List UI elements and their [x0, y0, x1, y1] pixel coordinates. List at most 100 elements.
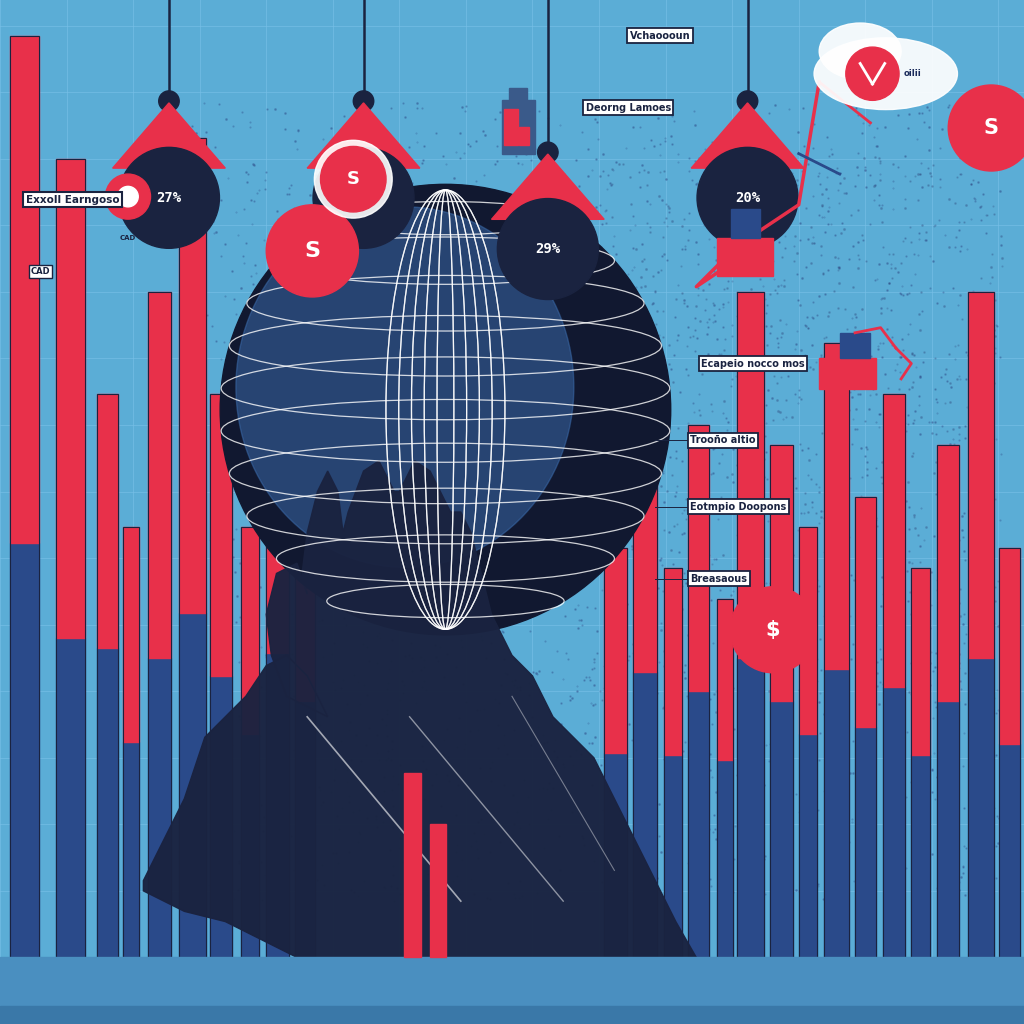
Bar: [123, 527, 139, 957]
Text: Exxoll Earngoso: Exxoll Earngoso: [26, 195, 119, 205]
Bar: [937, 445, 959, 701]
Circle shape: [697, 147, 798, 249]
Bar: [968, 658, 994, 957]
Bar: [688, 425, 709, 691]
Text: CAD: CAD: [31, 267, 50, 275]
Bar: [519, 127, 529, 145]
Bar: [911, 568, 930, 957]
Text: Ecapeio nocco mos: Ecapeio nocco mos: [701, 358, 805, 369]
Bar: [56, 159, 85, 957]
Bar: [404, 773, 421, 957]
Text: Deorng Lamoes: Deorng Lamoes: [586, 102, 671, 113]
Bar: [633, 673, 657, 957]
Bar: [509, 88, 527, 100]
Circle shape: [159, 91, 179, 112]
Bar: [688, 425, 709, 957]
Bar: [824, 343, 849, 669]
Text: Breasaous: Breasaous: [690, 573, 748, 584]
Bar: [664, 568, 682, 755]
Bar: [210, 394, 232, 676]
Circle shape: [538, 142, 558, 163]
Circle shape: [498, 199, 598, 299]
Bar: [770, 445, 793, 957]
Bar: [911, 568, 930, 755]
Text: Eotmpio Doopons: Eotmpio Doopons: [690, 502, 786, 512]
Bar: [179, 613, 206, 957]
Text: 20%: 20%: [735, 190, 760, 205]
Bar: [717, 760, 733, 957]
Bar: [799, 734, 817, 957]
Bar: [799, 527, 817, 734]
Bar: [604, 753, 627, 957]
Bar: [999, 744, 1020, 957]
Bar: [266, 323, 289, 957]
Ellipse shape: [819, 23, 901, 79]
Text: 35%: 35%: [351, 190, 376, 205]
Bar: [737, 658, 764, 957]
Bar: [737, 292, 764, 658]
Bar: [911, 755, 930, 957]
Bar: [717, 599, 733, 760]
Bar: [664, 755, 682, 957]
Bar: [968, 292, 994, 957]
Polygon shape: [492, 154, 604, 219]
Bar: [123, 527, 139, 742]
Bar: [504, 109, 518, 145]
Bar: [664, 568, 682, 957]
Polygon shape: [691, 103, 804, 168]
Bar: [999, 548, 1020, 744]
Bar: [824, 343, 849, 957]
Bar: [937, 445, 959, 957]
Circle shape: [314, 140, 392, 218]
Circle shape: [220, 184, 671, 635]
Text: 29%: 29%: [536, 242, 560, 256]
Bar: [179, 138, 206, 613]
Bar: [266, 323, 289, 652]
Text: Vchaoooun: Vchaoooun: [630, 31, 690, 41]
Bar: [883, 687, 905, 957]
Bar: [937, 701, 959, 957]
Bar: [0, 957, 1024, 1024]
Bar: [241, 527, 259, 957]
Circle shape: [266, 205, 358, 297]
Text: 27%: 27%: [157, 190, 181, 205]
Polygon shape: [307, 103, 420, 168]
Bar: [241, 734, 259, 957]
Bar: [295, 701, 315, 957]
Bar: [430, 824, 446, 957]
Text: S: S: [347, 170, 359, 188]
Bar: [731, 209, 760, 238]
Bar: [148, 292, 171, 658]
Bar: [633, 364, 657, 673]
Bar: [633, 364, 657, 957]
Circle shape: [730, 587, 816, 673]
Text: S: S: [984, 118, 998, 138]
Bar: [97, 647, 118, 957]
Bar: [840, 333, 870, 358]
Bar: [968, 292, 994, 658]
Bar: [0, 1006, 1024, 1024]
Bar: [266, 652, 289, 957]
Bar: [688, 691, 709, 957]
Bar: [97, 394, 118, 957]
Bar: [717, 599, 733, 957]
Circle shape: [846, 47, 899, 100]
Bar: [883, 394, 905, 687]
Bar: [295, 445, 315, 701]
Bar: [295, 445, 315, 957]
Bar: [179, 138, 206, 957]
Circle shape: [353, 91, 374, 112]
Polygon shape: [143, 461, 696, 993]
Bar: [604, 548, 627, 957]
Bar: [799, 527, 817, 957]
Bar: [241, 527, 259, 734]
Circle shape: [105, 174, 151, 219]
Bar: [604, 548, 627, 753]
Bar: [148, 292, 171, 957]
Bar: [770, 701, 793, 957]
Bar: [56, 159, 85, 638]
Bar: [855, 497, 876, 727]
Bar: [999, 548, 1020, 957]
Polygon shape: [113, 103, 225, 168]
Bar: [737, 292, 764, 957]
